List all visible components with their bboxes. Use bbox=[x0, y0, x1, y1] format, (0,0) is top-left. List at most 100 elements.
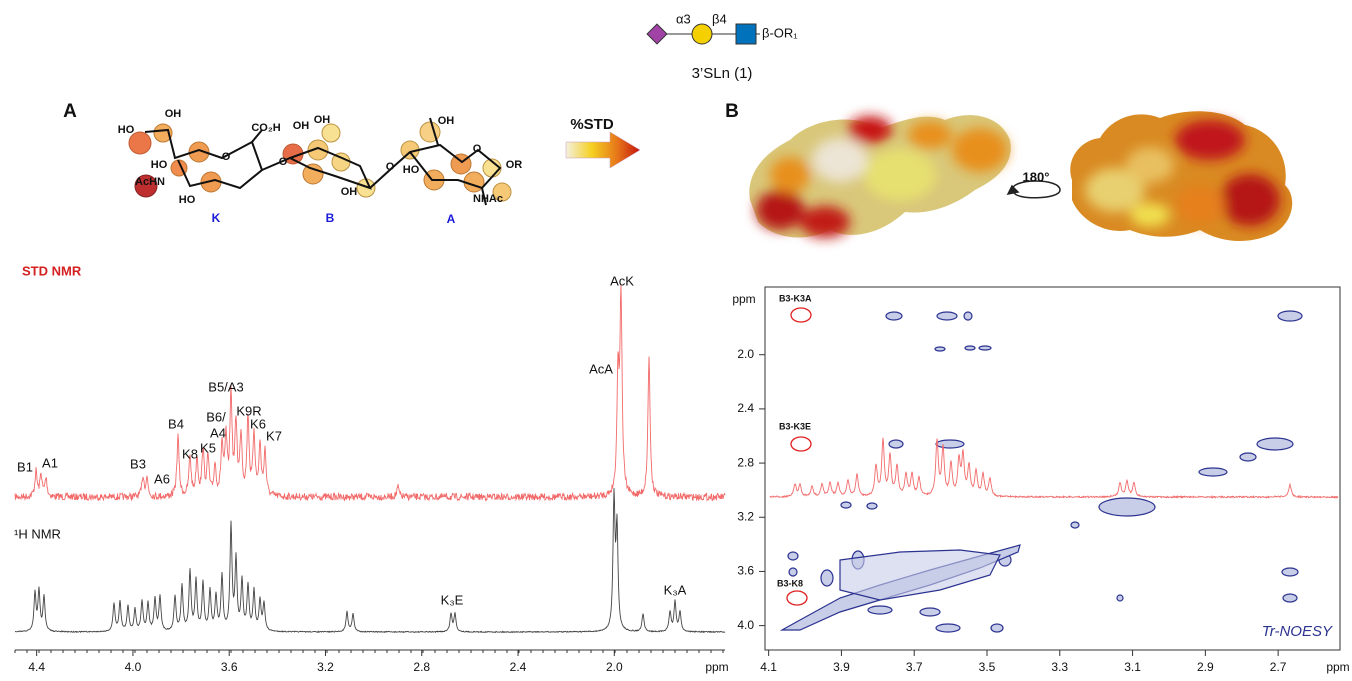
x-tick-label: 3.5 bbox=[979, 660, 996, 674]
cross-peak bbox=[1256, 437, 1294, 451]
x-tick-label: 2.7 bbox=[1270, 660, 1287, 674]
cross-peak bbox=[820, 569, 834, 587]
y-tick-label: 3.6 bbox=[737, 564, 754, 578]
spectrum-label: STD NMR bbox=[22, 263, 82, 278]
peak-label: AcK bbox=[610, 273, 634, 288]
chem-label: O bbox=[473, 143, 482, 155]
cross-peak bbox=[1098, 497, 1156, 517]
peak-label: K7 bbox=[266, 428, 282, 443]
cross-peak bbox=[1198, 467, 1228, 477]
cross-peak bbox=[1239, 452, 1257, 462]
y-tick-label: 4.0 bbox=[737, 618, 754, 632]
peak-label: K₃A bbox=[664, 582, 687, 597]
cross-peak bbox=[919, 607, 941, 617]
peak-label: K8 bbox=[182, 446, 198, 461]
cross-peak bbox=[963, 311, 973, 321]
cross-peak bbox=[1282, 593, 1298, 603]
linkage-label: α3 bbox=[676, 11, 691, 26]
cross-peak bbox=[934, 346, 946, 352]
std-trace bbox=[769, 437, 1339, 499]
x-tick-label: 2.8 bbox=[413, 660, 430, 674]
arrow-label: %STD bbox=[570, 116, 614, 133]
x-tick-label: 3.6 bbox=[221, 660, 238, 674]
y-tick-label: 3.2 bbox=[737, 509, 754, 523]
x-tick-label: 3.1 bbox=[1124, 660, 1141, 674]
molecular-surface bbox=[1070, 111, 1293, 242]
peak-label: K9R bbox=[236, 403, 261, 418]
y-tick-label: 2.8 bbox=[737, 455, 754, 469]
annotation: B3-K3A bbox=[779, 293, 812, 303]
x-tick-label: 4.0 bbox=[125, 660, 142, 674]
chem-label: HO bbox=[179, 194, 196, 206]
panel-label: A bbox=[63, 101, 77, 122]
rotation-icon bbox=[1006, 180, 1061, 199]
x-tick-label: 2.0 bbox=[606, 660, 623, 674]
panel-label: B bbox=[725, 101, 739, 122]
residue-label: A bbox=[447, 212, 456, 226]
x-tick-label: 3.9 bbox=[833, 660, 850, 674]
peak-label: A6 bbox=[154, 471, 170, 486]
cross-peak bbox=[990, 623, 1004, 633]
spectrum-label: ¹H NMR bbox=[14, 526, 61, 541]
chem-label: OH bbox=[314, 114, 331, 126]
peak-label: A4 bbox=[210, 425, 226, 440]
rotation-label: 180° bbox=[1023, 169, 1050, 184]
x-axis-unit: ppm bbox=[705, 660, 728, 674]
x-tick-label: 3.2 bbox=[317, 660, 334, 674]
peak-label: K5 bbox=[200, 440, 216, 455]
x-tick-label: 2.4 bbox=[510, 660, 527, 674]
chem-label: HO bbox=[403, 164, 420, 176]
annotation: B3-K3E bbox=[779, 421, 811, 431]
cross-peak bbox=[1116, 594, 1124, 602]
aglycone-label: β-OR₁ bbox=[762, 25, 798, 40]
x-tick-label: 4.1 bbox=[760, 660, 777, 674]
chem-label: CO₂H bbox=[251, 122, 280, 134]
cross-peak bbox=[935, 439, 965, 449]
peak-label: B1 bbox=[17, 459, 33, 474]
cross-peak bbox=[888, 439, 904, 449]
cross-peak bbox=[1277, 310, 1303, 322]
peak-label: B4 bbox=[168, 416, 184, 431]
chem-label: O bbox=[222, 151, 231, 163]
peak-label: A1 bbox=[42, 455, 58, 470]
cross-peak bbox=[840, 501, 852, 509]
residue-label: B bbox=[326, 211, 335, 225]
cross-peak bbox=[1070, 521, 1080, 529]
chem-label: HO bbox=[118, 124, 135, 136]
peak-label: B3 bbox=[130, 456, 146, 471]
y-tick-label: 2.4 bbox=[737, 401, 754, 415]
cross-peak bbox=[935, 623, 961, 633]
cross-peak bbox=[936, 311, 958, 321]
chem-label: OR bbox=[506, 159, 523, 171]
x-axis-unit: ppm bbox=[1326, 660, 1349, 674]
cross-peak bbox=[1281, 567, 1299, 577]
chem-label: OH bbox=[293, 120, 310, 132]
chem-label: OH bbox=[165, 108, 182, 120]
y-tick-label: 2.0 bbox=[737, 347, 754, 361]
chem-label: OH bbox=[438, 115, 455, 127]
noesy-frame bbox=[764, 286, 1341, 651]
cross-peak bbox=[885, 311, 903, 321]
x-tick-label: 3.3 bbox=[1051, 660, 1068, 674]
peak-label: B6/ bbox=[206, 409, 226, 424]
cross-peak bbox=[964, 345, 976, 351]
chem-label: NHAc bbox=[473, 193, 503, 205]
peak-label: K₃E bbox=[441, 592, 464, 607]
linkage-label: β4 bbox=[712, 11, 727, 26]
x-tick-label: 3.7 bbox=[906, 660, 923, 674]
std-spectrum bbox=[14, 284, 726, 502]
x-tick-label: 2.9 bbox=[1197, 660, 1214, 674]
chem-label: O bbox=[386, 161, 395, 173]
chem-label: HO bbox=[151, 159, 168, 171]
peak-label: B5/A3 bbox=[208, 379, 243, 394]
peak-label: AcA bbox=[589, 361, 613, 376]
chem-label: O bbox=[279, 156, 288, 168]
residue-label: K bbox=[212, 211, 221, 225]
annotation: B3-K8 bbox=[777, 578, 803, 588]
cross-peak bbox=[788, 567, 798, 577]
x-tick-label: 4.4 bbox=[28, 660, 45, 674]
cross-peak bbox=[867, 605, 893, 615]
h1-spectrum bbox=[14, 488, 726, 634]
chem-label: AcHN bbox=[135, 176, 165, 188]
